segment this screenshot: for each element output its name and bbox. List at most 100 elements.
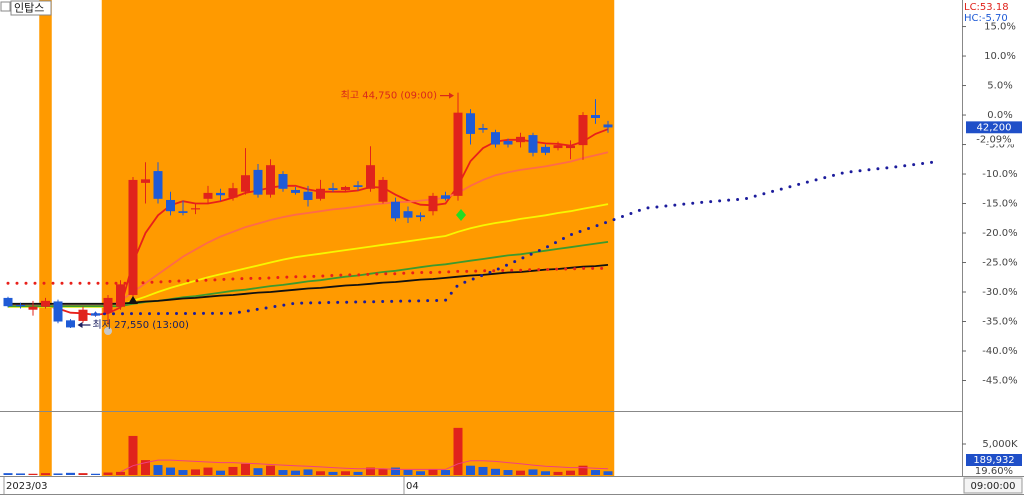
annotation-arrowhead bbox=[77, 322, 83, 328]
candle-body bbox=[603, 124, 613, 128]
candle-body bbox=[153, 171, 163, 199]
chart-title: 인탑스 bbox=[14, 2, 44, 15]
candle-body bbox=[91, 313, 100, 316]
candle-body bbox=[403, 211, 413, 218]
volume-bar bbox=[166, 467, 175, 475]
volume-bar bbox=[153, 465, 163, 475]
y-tick-label: -25.0% bbox=[982, 258, 1017, 269]
volume-bar bbox=[503, 470, 513, 475]
volume-bar bbox=[353, 471, 363, 475]
dotted-line bbox=[6, 266, 610, 285]
volume-bar bbox=[516, 470, 525, 475]
volume-bar bbox=[3, 473, 13, 475]
session-highlight bbox=[39, 0, 52, 476]
volume-bar bbox=[553, 471, 563, 475]
candle-body bbox=[141, 179, 150, 183]
volume-pane bbox=[3, 427, 613, 475]
candle-body bbox=[266, 165, 275, 195]
last-volume-pct: 19.60% bbox=[975, 466, 1013, 477]
right-axis: 15.0% 10.0% 5.0% 0.0% -5.0% -10.0% -15.0% -20.0… bbox=[3, 22, 1022, 494]
candle-body bbox=[28, 306, 38, 310]
volume-bar bbox=[203, 467, 213, 475]
volume-bar bbox=[103, 472, 113, 475]
candle-body bbox=[291, 189, 300, 193]
volume-bar bbox=[241, 463, 250, 475]
y-tick-label: 15.0% bbox=[984, 22, 1016, 33]
y-tick-label: -15.0% bbox=[982, 199, 1017, 210]
candle-body bbox=[128, 179, 138, 295]
volume-bar bbox=[578, 465, 588, 475]
volume-bar bbox=[366, 467, 375, 475]
candle-body bbox=[116, 284, 125, 307]
candle-body bbox=[278, 174, 288, 189]
y-tick-label: -10.0% bbox=[982, 169, 1017, 180]
signal-circle bbox=[104, 327, 112, 335]
candle-body bbox=[528, 135, 538, 153]
candle-body bbox=[578, 115, 588, 146]
volume-bar bbox=[91, 473, 100, 475]
y-tick-label: 5.0% bbox=[987, 81, 1012, 92]
volume-bar bbox=[328, 471, 338, 475]
candle-body bbox=[428, 195, 438, 212]
volume-bar bbox=[266, 465, 275, 475]
volume-bar bbox=[78, 473, 88, 475]
volume-bar bbox=[116, 471, 125, 475]
y-tick-label: -45.0% bbox=[982, 376, 1017, 387]
volume-bar bbox=[53, 473, 63, 475]
last-price-label: 42,200 bbox=[977, 122, 1012, 133]
volume-bar bbox=[528, 469, 538, 475]
dotted-line bbox=[94, 160, 935, 316]
volume-bar bbox=[28, 473, 38, 475]
volume-bar bbox=[141, 460, 150, 475]
candle-body bbox=[503, 140, 513, 145]
highlights bbox=[39, 0, 615, 476]
candle-body bbox=[78, 309, 88, 321]
candle-body bbox=[328, 188, 338, 190]
volume-bar bbox=[566, 470, 575, 475]
volume-bar bbox=[253, 468, 263, 475]
hc-label: HC:-5.70 bbox=[964, 13, 1008, 24]
volume-bar bbox=[228, 466, 238, 475]
volume-bar bbox=[453, 427, 463, 475]
volume-bar bbox=[191, 469, 200, 475]
volume-bar bbox=[541, 471, 550, 475]
last-pct-label: -2.09% bbox=[976, 134, 1011, 145]
candle-body bbox=[253, 169, 263, 195]
y-tick-label: -20.0% bbox=[982, 228, 1017, 239]
candle-body bbox=[228, 188, 238, 198]
volume-bar bbox=[416, 471, 425, 475]
volume-ma bbox=[120, 459, 609, 473]
volume-bar bbox=[303, 469, 313, 475]
volume-bar bbox=[316, 471, 325, 475]
volume-bar bbox=[128, 435, 138, 475]
signal-triangle bbox=[128, 296, 138, 304]
volume-bar bbox=[441, 470, 450, 475]
candle-body bbox=[316, 188, 325, 199]
title-box bbox=[10, 0, 52, 16]
signals bbox=[104, 209, 466, 335]
candle-body bbox=[66, 320, 75, 328]
candle-body bbox=[41, 300, 50, 307]
candle-body bbox=[466, 113, 475, 134]
annotation-label: 최고 44,750 (09:00) bbox=[341, 90, 437, 102]
candle-body bbox=[191, 208, 200, 210]
candle-body bbox=[541, 146, 550, 153]
volume-tick-label: 5,000K bbox=[982, 439, 1018, 450]
volume-bar bbox=[391, 467, 400, 475]
candle-body bbox=[353, 185, 363, 188]
candle-body bbox=[303, 191, 313, 200]
lc-label: LC:53.18 bbox=[964, 2, 1009, 13]
candle-body bbox=[103, 297, 113, 313]
volume-bar bbox=[603, 471, 613, 475]
volume-bar bbox=[466, 465, 475, 475]
candle-body bbox=[416, 215, 425, 218]
volume-bar bbox=[403, 470, 413, 475]
candle-body bbox=[166, 199, 175, 212]
volume-bar bbox=[291, 470, 300, 475]
annotations: 최고 44,750 (09:00) 최저 27,550 (13:00) bbox=[77, 90, 454, 331]
title-icon[interactable] bbox=[0, 1, 11, 12]
y-tick-label: 10.0% bbox=[984, 51, 1016, 62]
volume-bar bbox=[428, 469, 438, 475]
time-label: 09:00:00 bbox=[971, 481, 1016, 492]
